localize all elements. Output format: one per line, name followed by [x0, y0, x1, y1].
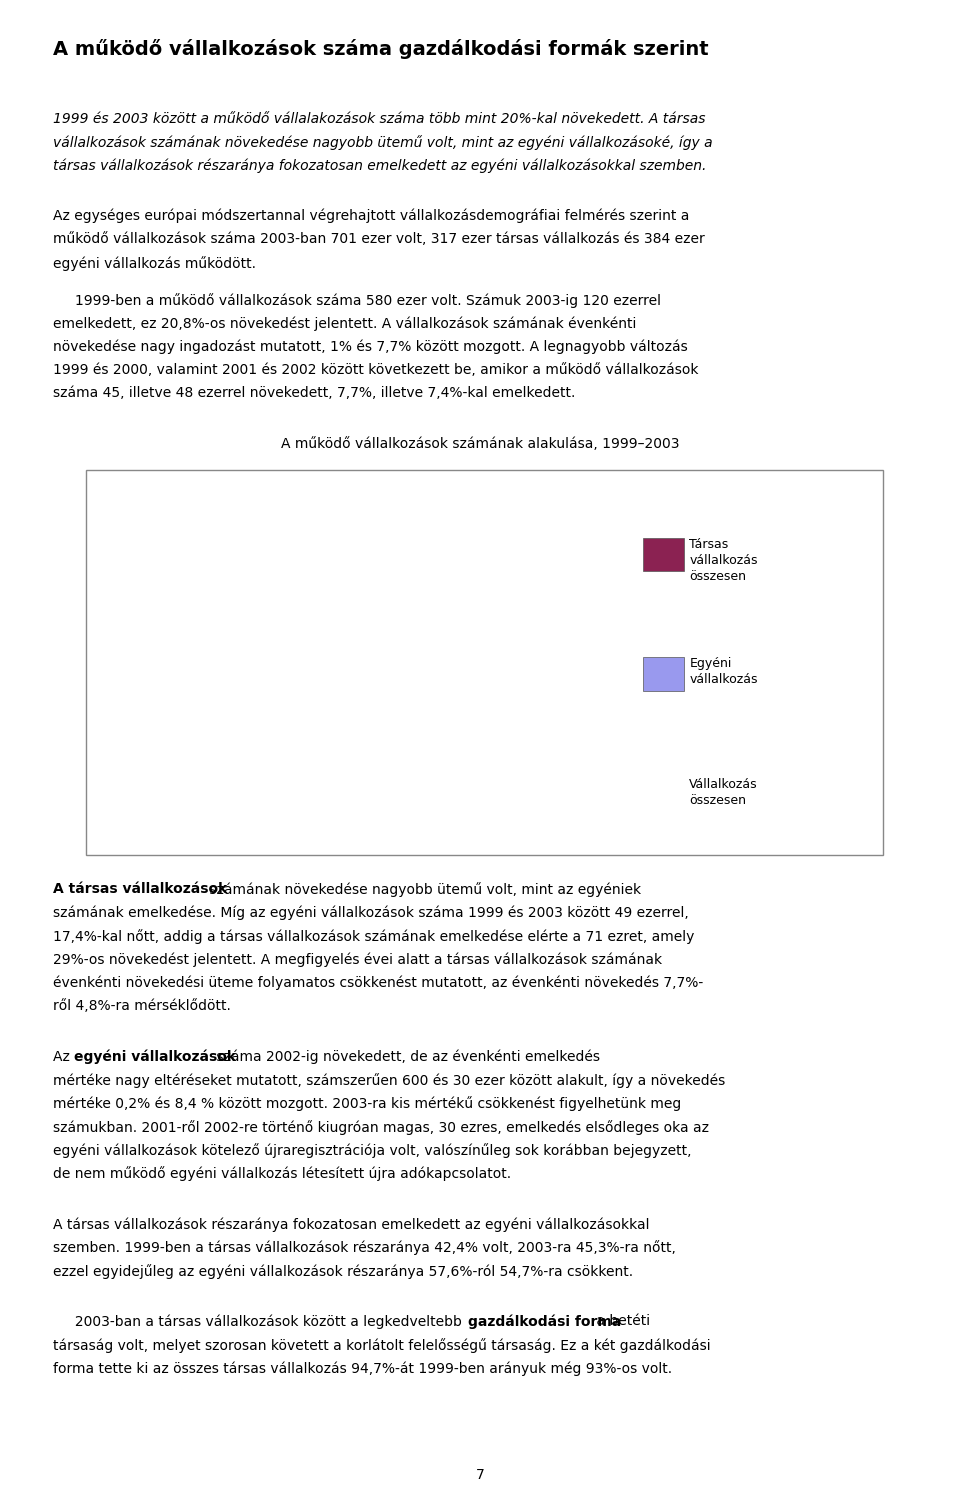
Text: szemben. 1999-ben a társas vállalkozások részaránya 42,4% volt, 2003-ra 45,3%-ra: szemben. 1999-ben a társas vállalkozások…	[53, 1240, 676, 1255]
Text: emelkedett, ez 20,8%-os növekedést jelentett. A vállalkozások számának évenkénti: emelkedett, ez 20,8%-os növekedést jelen…	[53, 317, 636, 330]
Bar	[576, 656, 604, 818]
Text: 17,4%-kal nőtt, addig a társas vállalkozások számának emelkedése elérte a 71 ezr: 17,4%-kal nőtt, addig a társas vállalkoz…	[53, 930, 694, 943]
Text: de nem működő egyéni vállalkozás létesített újra adókapcsolatot.: de nem működő egyéni vállalkozás létesít…	[53, 1166, 511, 1182]
Text: növekedése nagy ingadozást mutatott, 1% és 7,7% között mozgott. A legnagyobb vál: növekedése nagy ingadozást mutatott, 1% …	[53, 340, 687, 355]
Text: mértéke 0,2% és 8,4 % között mozgott. 2003-ra kis mértékű csökkenést figyelhetün: mértéke 0,2% és 8,4 % között mozgott. 20…	[53, 1097, 681, 1111]
Text: a betéti: a betéti	[592, 1314, 650, 1328]
Text: egyéni vállalkozások: egyéni vállalkozások	[74, 1050, 235, 1064]
Text: 2003-ban a társas vállalkozások között a legkedveltebb: 2003-ban a társas vállalkozások között a…	[53, 1314, 466, 1329]
Text: számának növekedése nagyobb ütemű volt, mint az egyéniek: számának növekedése nagyobb ütemű volt, …	[204, 883, 641, 896]
Text: 1999 és 2003 között a működő vállalakozások száma több mint 20%-kal növekedett. : 1999 és 2003 között a működő vállalakozá…	[53, 112, 706, 125]
Text: 29%-os növekedést jelentett. A megfigyelés évei alatt a társas vállalkozások szá: 29%-os növekedést jelentett. A megfigyel…	[53, 952, 662, 967]
Text: 7: 7	[475, 1468, 485, 1482]
Bar	[459, 691, 487, 818]
Bar	[281, 708, 310, 818]
Text: A társas vállalkozások: A társas vállalkozások	[53, 883, 228, 896]
Text: társaság volt, melyet szorosan követett a korlátolt felelősségű társaság. Ez a k: társaság volt, melyet szorosan követett …	[53, 1338, 710, 1352]
Text: 1999-ben a működő vállalkozások száma 580 ezer volt. Számuk 2003-ig 120 ezerrel: 1999-ben a működő vállalkozások száma 58…	[53, 293, 660, 308]
Text: száma 2002-ig növekedett, de az évenkénti emelkedés: száma 2002-ig növekedett, de az évenként…	[212, 1050, 600, 1064]
Bar	[310, 667, 338, 818]
Text: A társas vállalkozások részaránya fokozatosan emelkedett az egyéni vállalkozások: A társas vállalkozások részaránya fokoza…	[53, 1218, 649, 1231]
Text: forma tette ki az összes társas vállalkozás 94,7%-át 1999-ben arányuk még 93%-os: forma tette ki az összes társas vállalko…	[53, 1361, 672, 1376]
Bar	[193, 717, 221, 818]
Text: vállalkozások számának növekedése nagyobb ütemű volt, mint az egyéni vállalkozás: vállalkozások számának növekedése nagyob…	[53, 134, 712, 149]
Text: Társas
vállalkozás
összesen: Társas vállalkozás összesen	[689, 539, 757, 582]
Text: számukban. 2001-ről 2002-re történő kiugróan magas, 30 ezres, emelkedés elsődleg: számukban. 2001-ről 2002-re történő kiug…	[53, 1120, 708, 1135]
Text: működő vállalkozások száma 2003-ban 701 ezer volt, 317 ezer társas vállalkozás é: működő vállalkozások száma 2003-ban 701 …	[53, 232, 705, 246]
Text: A működő vállalkozások számának alakulása, 1999–2003: A működő vállalkozások számának alakulás…	[280, 438, 680, 451]
Text: Vállalkozás
összesen: Vállalkozás összesen	[689, 779, 757, 807]
Text: 1999 és 2000, valamint 2001 és 2002 között következett be, amikor a működő válla: 1999 és 2000, valamint 2001 és 2002 közö…	[53, 364, 698, 377]
Text: társas vállalkozások részaránya fokozatosan emelkedett az egyéni vállalkozásokka: társas vállalkozások részaránya fokozato…	[53, 158, 707, 174]
Bar	[487, 655, 516, 818]
Text: száma 45, illetve 48 ezerrel növekedett, 7,7%, illetve 7,4%-kal emelkedett.: száma 45, illetve 48 ezerrel növekedett,…	[53, 386, 575, 400]
Bar	[398, 667, 427, 818]
Text: egyéni vállalkozás működött.: egyéni vállalkozás működött.	[53, 257, 255, 270]
Text: mértéke nagy eltéréseket mutatott, számszerűen 600 és 30 ezer között alakult, íg: mértéke nagy eltéréseket mutatott, száms…	[53, 1073, 725, 1088]
Bar	[370, 700, 398, 818]
Text: egyéni vállalkozások kötelező újraregisztrációja volt, valószínűleg sok korábban: egyéni vállalkozások kötelező újraregisz…	[53, 1144, 691, 1157]
Bar	[221, 678, 250, 818]
Text: évenkénti növekedési üteme folyamatos csökkenést mutatott, az évenkénti növekedé: évenkénti növekedési üteme folyamatos cs…	[53, 976, 703, 990]
Text: A működő vállalkozások száma gazdálkodási formák szerint: A működő vállalkozások száma gazdálkodás…	[53, 39, 708, 59]
Text: Az: Az	[53, 1050, 74, 1064]
Bar	[547, 685, 576, 818]
Text: számának emelkedése. Míg az egyéni vállalkozások száma 1999 és 2003 között 49 ez: számának emelkedése. Míg az egyéni válla…	[53, 905, 688, 920]
Text: Az egységes európai módszertannal végrehajtott vállalkozásdemográfiai felmérés s: Az egységes európai módszertannal végreh…	[53, 210, 689, 223]
Text: ről 4,8%-ra mérséklődött.: ről 4,8%-ra mérséklődött.	[53, 999, 230, 1013]
Text: Egyéni
vállalkozás: Egyéni vállalkozás	[689, 658, 757, 687]
Text: ezzel egyidejűleg az egyéni vállalkozások részaránya 57,6%-ról 54,7%-ra csökkent: ezzel egyidejűleg az egyéni vállalkozáso…	[53, 1265, 633, 1278]
Text: gazdálkodási forma: gazdálkodási forma	[468, 1314, 621, 1329]
